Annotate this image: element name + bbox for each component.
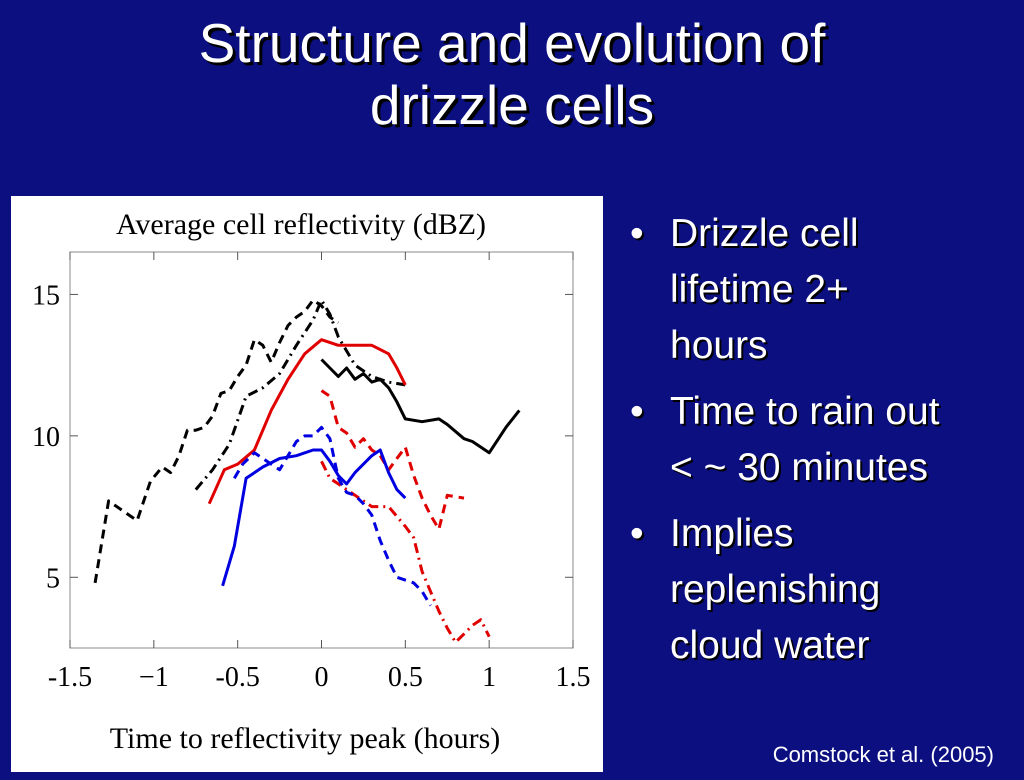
slide-title-line-1: Structure and evolution of: [198, 12, 826, 74]
axis-ticks: [69, 252, 574, 648]
x-tick-label: -1.5: [48, 662, 92, 693]
series-line: [320, 460, 491, 644]
bullet-glyph: •: [630, 390, 644, 433]
x-tick-label: −1: [139, 662, 169, 693]
bullet-item: • Implies replenishing cloud water: [628, 506, 1018, 674]
bullet-list: • Drizzle cell lifetime 2+ hours • Time …: [628, 206, 1018, 684]
x-tick-label: -0.5: [216, 662, 260, 693]
series-line: [233, 425, 432, 607]
y-tick-label: 5: [46, 563, 60, 594]
reflectivity-chart: Average cell reflectivity (dBZ) Time to …: [32, 208, 591, 755]
bullet-item: • Time to rain out < ~ 30 minutes: [628, 384, 1018, 496]
x-tick-label: 1: [482, 662, 496, 693]
bullet-line: Implies: [670, 512, 794, 555]
y-tick-label: 10: [32, 422, 60, 453]
bullet-glyph: •: [630, 512, 644, 555]
series-lines: [93, 298, 521, 644]
bullet-line: Drizzle cell: [670, 212, 859, 255]
chart-figure: Average cell reflectivity (dBZ) Time to …: [11, 196, 603, 772]
series-line: [93, 298, 340, 584]
x-axis-label: Time to reflectivity peak (hours): [110, 722, 500, 755]
slide-title: Structure and evolution of drizzle cells: [0, 12, 1024, 136]
x-tick-label: 0.5: [388, 662, 423, 693]
bullet-line: lifetime 2+: [670, 268, 849, 311]
slide-title-line-2: drizzle cells: [369, 74, 655, 136]
series-line: [194, 298, 406, 491]
chart-title: Average cell reflectivity (dBZ): [116, 208, 486, 241]
bullet-line: hours: [670, 324, 768, 367]
series-line: [320, 389, 465, 531]
bullet-item: • Drizzle cell lifetime 2+ hours: [628, 206, 1018, 374]
bullet-line: cloud water: [670, 624, 870, 667]
x-tick-label: 0: [315, 662, 329, 693]
series-line: [207, 338, 407, 505]
bullet-line: replenishing: [670, 568, 881, 611]
y-tick-labels: 5 10 15: [32, 280, 60, 594]
bullet-line: Time to rain out: [670, 390, 940, 433]
y-tick-label: 15: [32, 280, 60, 311]
x-tick-label: 1.5: [556, 662, 591, 693]
bullet-line: < ~ 30 minutes: [670, 446, 928, 489]
series-line: [221, 448, 407, 587]
citation: Comstock et al. (2005): [772, 742, 994, 767]
x-tick-labels: -1.5 −1 -0.5 0 0.5 1 1.5: [48, 662, 591, 693]
series-line: [320, 358, 521, 455]
bullet-glyph: •: [630, 212, 644, 255]
